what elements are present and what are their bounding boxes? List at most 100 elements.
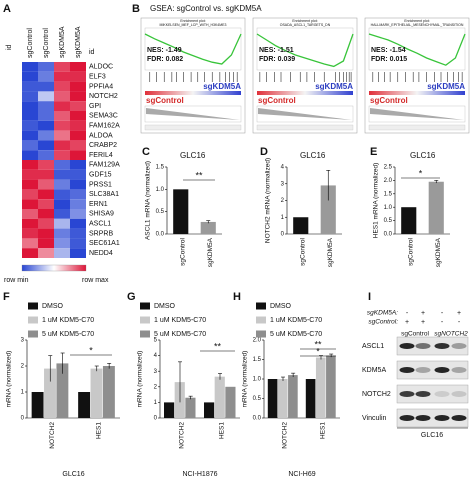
heatmap-cell (38, 179, 54, 190)
left-label: sgControl (146, 96, 184, 105)
ranked-metric (144, 105, 242, 123)
es-frame (256, 27, 354, 71)
panel-label: B (132, 3, 140, 15)
condition-label: sgControl: (368, 319, 398, 326)
legend-swatch (140, 316, 150, 324)
condition-sign: - (441, 310, 444, 317)
heatmap-cell (38, 140, 54, 151)
panel-label: H (233, 291, 241, 303)
heatmap-cell (22, 189, 38, 200)
panel-label: C (142, 146, 150, 158)
legend-swatch (256, 302, 266, 310)
row-label: ALDOA (89, 132, 113, 139)
panel-label: D (260, 146, 268, 158)
legend-swatch (256, 330, 266, 338)
band (399, 343, 415, 349)
heatmap-cell (70, 81, 86, 92)
color-scale (21, 264, 87, 272)
heatmap-cell (70, 62, 86, 72)
heatmap-cell (70, 238, 86, 249)
footer-strip (256, 124, 354, 131)
heatmap-cell (22, 209, 38, 219)
y-axis-label: mRNA (normalized) (6, 351, 13, 408)
footer-strip (368, 124, 466, 131)
row-label: SEMA3C (89, 113, 118, 120)
heatmap-cell (70, 189, 86, 200)
heatmap-cell (70, 160, 86, 170)
bar (204, 402, 215, 418)
heatmap-cell (70, 140, 86, 151)
x-tick-label: NOTCH2 (179, 422, 186, 449)
heatmap-cell (38, 81, 54, 92)
ranked-metric (256, 105, 354, 123)
heatmap-cell (38, 189, 54, 200)
bar (293, 217, 309, 234)
legend-label: 5 uM KDM5-C70 (42, 331, 94, 338)
scale-min-label: row min (4, 277, 29, 284)
legend-swatch (28, 330, 38, 338)
heatmap-cell (22, 160, 38, 170)
x-tick-label: sgKDM5A (327, 237, 334, 267)
row-label: GPI (89, 103, 101, 110)
row-label: FAM162A (89, 123, 120, 130)
heatmap-cell (54, 169, 70, 180)
right-label: sgKDM5A (427, 82, 465, 91)
bar (315, 357, 326, 418)
bar (102, 366, 115, 418)
right-label: sgKDM5A (203, 82, 241, 91)
row-label: FERIL4 (89, 152, 113, 159)
condition-sign: + (421, 319, 425, 326)
heatmap-cell (70, 228, 86, 239)
heatmap-cell (22, 111, 38, 121)
heatmap-cell (38, 71, 54, 82)
x-tick-label: HES1 (320, 422, 327, 439)
bar (277, 379, 288, 418)
row-label: CRABP2 (89, 142, 117, 149)
heatmap-cell (22, 101, 38, 111)
panel-label: G (127, 291, 136, 303)
heatmap-cell (54, 209, 70, 219)
left-label: sgControl (258, 96, 296, 105)
row-label: SRPRB (89, 230, 113, 237)
heatmap-cell (38, 209, 54, 219)
heatmap-cell (54, 238, 70, 249)
gsea-header: Enrichment plot: (180, 19, 205, 23)
legend-label: 1 uM KDM5-C70 (270, 317, 322, 324)
heatmap-cell (38, 248, 54, 258)
row-label: SLC38A1 (89, 191, 119, 198)
protein-label: Vinculin (362, 415, 386, 422)
heatmap-cell (38, 218, 54, 229)
y-tick-label: 1 (154, 400, 158, 406)
y-tick-label: 0 (281, 232, 285, 238)
metric-area (146, 108, 240, 120)
x-tick-label: sgControl (407, 237, 414, 265)
heatmap-cell (70, 130, 86, 141)
blot-strip (396, 360, 469, 380)
legend-label: 1 uM KDM5-C70 (154, 317, 206, 324)
bar (31, 392, 44, 418)
y-tick-label: 2 (281, 198, 285, 204)
legend-swatch (140, 302, 150, 310)
heatmap-cell (70, 179, 86, 190)
es-curve (144, 33, 242, 65)
heatmap-cell (22, 130, 38, 141)
heatmap-cell (70, 169, 86, 180)
metric-area (258, 108, 352, 120)
gene-set-name: OSADA_ASCL1_TARGETS_DN (280, 23, 331, 27)
y-tick-label: 1.0 (253, 377, 262, 383)
y-tick-label: 4 (281, 165, 285, 171)
heatmap-cell (70, 101, 86, 111)
heatmap-cell (22, 228, 38, 239)
heatmap-cell (54, 179, 70, 190)
fdr: FDR: 0.082 (147, 56, 183, 63)
y-tick-label: 0 (21, 416, 25, 422)
x-tick-label: HES1 (219, 422, 226, 439)
blot-strip (396, 408, 469, 428)
bar (401, 207, 417, 234)
es-curve (368, 33, 466, 66)
fdr: FDR: 0.015 (371, 56, 407, 63)
heatmap-cell (22, 62, 38, 72)
y-tick-label: 0.0 (156, 232, 165, 238)
row-label: SEC61A1 (89, 240, 120, 247)
x-axis-label: NCI-H1876 (182, 471, 217, 478)
